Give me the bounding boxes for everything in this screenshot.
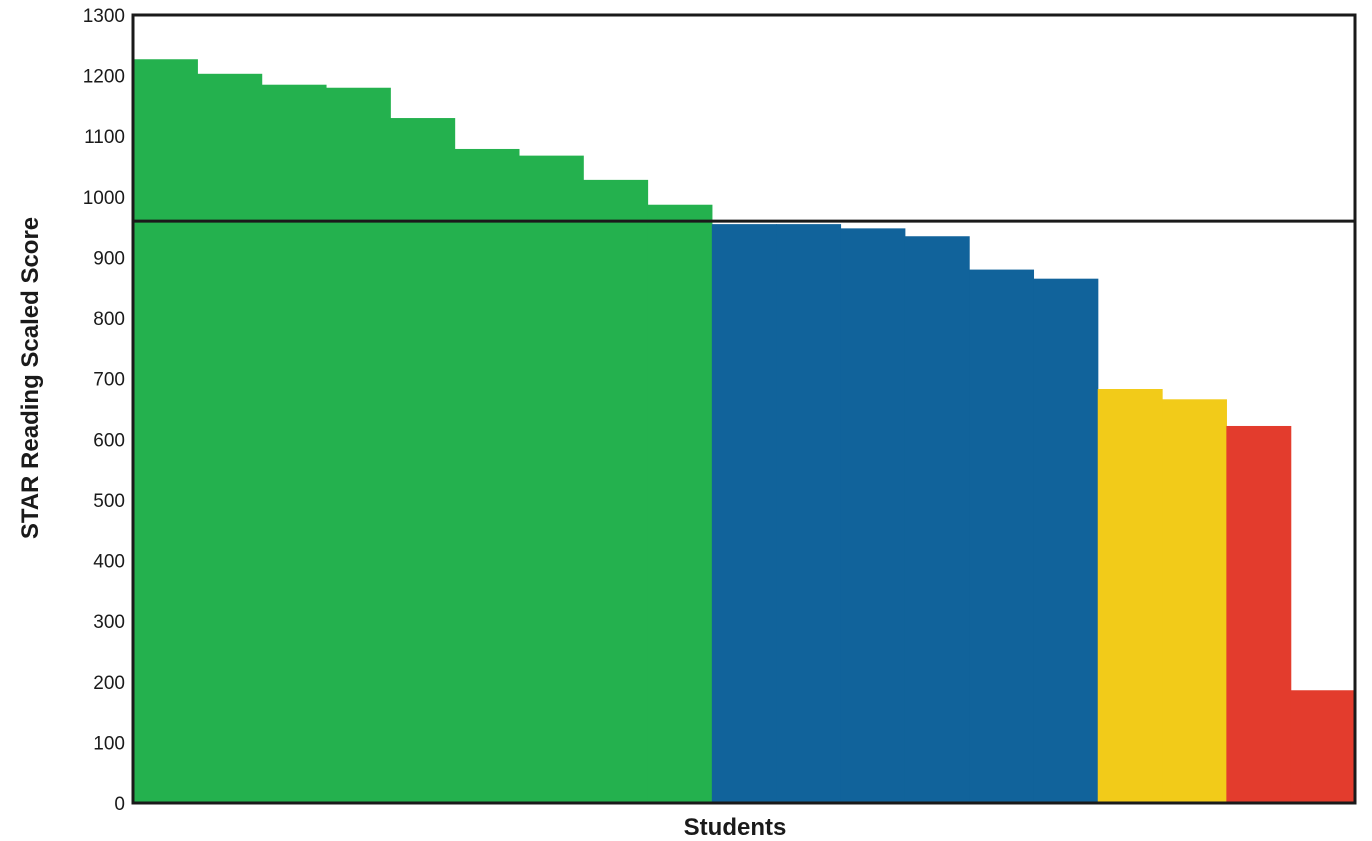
y-tick-label: 1300 bbox=[83, 6, 125, 27]
bar-student-14 bbox=[969, 269, 1035, 804]
y-tick-label: 1000 bbox=[83, 188, 125, 209]
y-tick-label: 600 bbox=[93, 430, 125, 451]
y-tick-label: 400 bbox=[93, 552, 125, 573]
bar-student-7 bbox=[518, 155, 584, 803]
bar-student-1 bbox=[133, 59, 198, 804]
x-axis-title: Students bbox=[684, 814, 787, 841]
bar-student-11 bbox=[776, 224, 842, 804]
y-tick-label: 700 bbox=[93, 370, 125, 391]
y-axis-title: STAR Reading Scaled Score bbox=[17, 217, 44, 539]
y-tick-labels: 0 100 200 300 400 500 600 700 800 900 1000 1100 1200… bbox=[83, 6, 125, 815]
y-tick-label: 1100 bbox=[84, 127, 125, 148]
bar-student-10 bbox=[711, 224, 777, 804]
bar-student-8 bbox=[583, 179, 649, 803]
y-tick-label: 0 bbox=[114, 794, 125, 815]
bar-student-13 bbox=[904, 236, 970, 803]
y-tick-label: 1200 bbox=[83, 67, 125, 88]
y-tick-label: 300 bbox=[93, 612, 125, 633]
bar-student-17 bbox=[1162, 399, 1227, 803]
bar-student-9 bbox=[647, 204, 713, 804]
plot-frame bbox=[131, 13, 1357, 805]
bar-student-5 bbox=[390, 118, 456, 804]
bar-student-15 bbox=[1033, 278, 1099, 804]
y-tick-label: 800 bbox=[93, 309, 125, 330]
y-tick-label: 500 bbox=[93, 491, 125, 512]
bar-student-12 bbox=[840, 228, 906, 803]
bar-student-18 bbox=[1226, 425, 1292, 803]
bar-student-6 bbox=[454, 148, 520, 803]
bar-student-2 bbox=[197, 73, 263, 803]
bar-student-16 bbox=[1097, 388, 1163, 803]
y-tick-label: 100 bbox=[93, 733, 125, 754]
bar-student-19 bbox=[1290, 690, 1356, 803]
bar-student-4 bbox=[325, 87, 391, 803]
bar-student-3 bbox=[261, 84, 327, 803]
bars-group bbox=[133, 59, 1356, 804]
y-tick-label: 200 bbox=[93, 673, 125, 694]
y-tick-label: 900 bbox=[93, 248, 125, 269]
